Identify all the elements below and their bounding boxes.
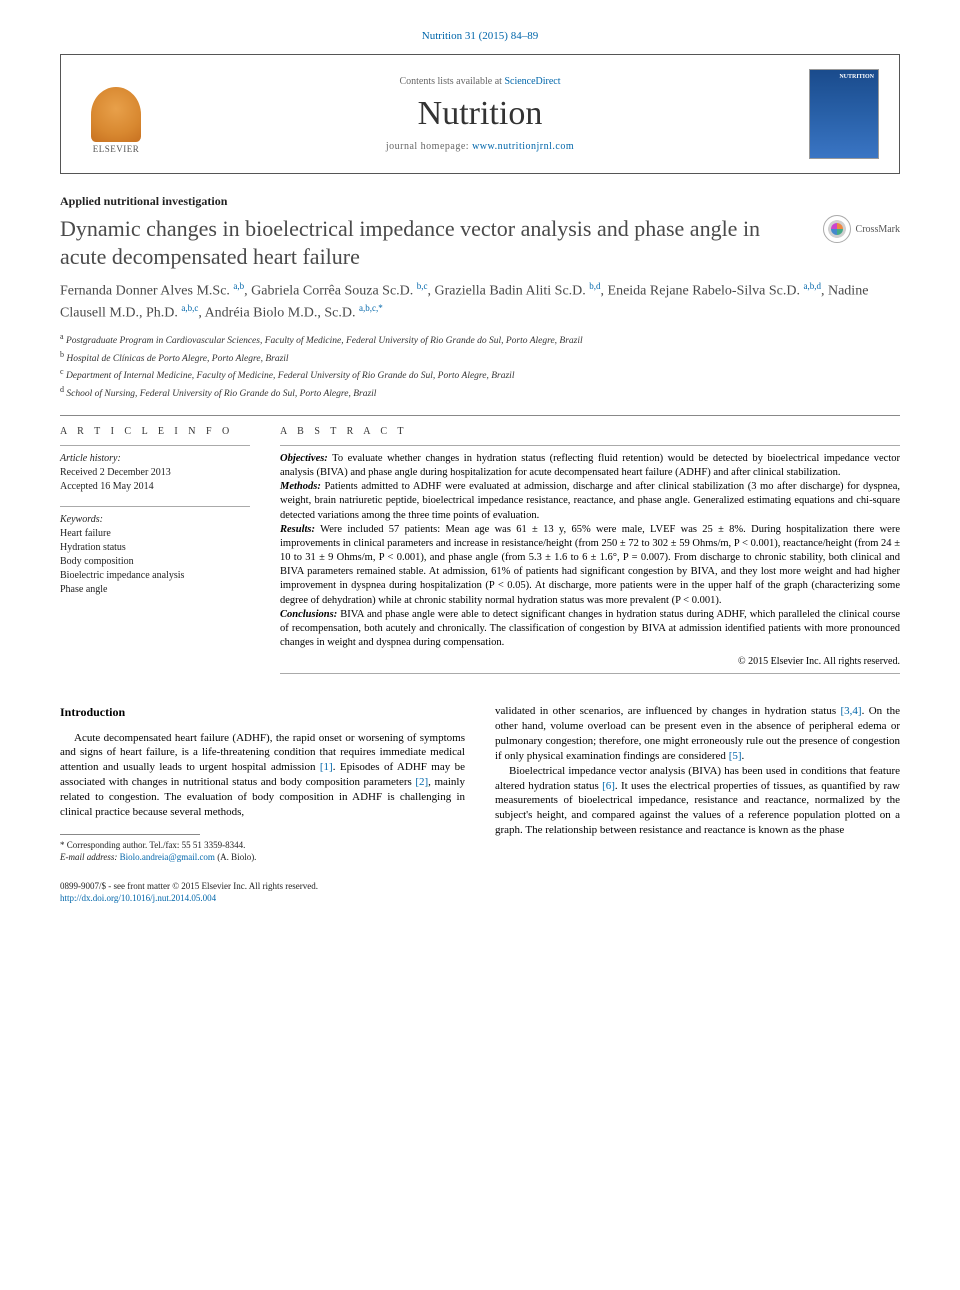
email-suffix: (A. Biolo). (215, 852, 257, 862)
info-rule (60, 445, 250, 446)
affiliation-item: c Department of Internal Medicine, Facul… (60, 366, 900, 383)
ref-link[interactable]: [5] (729, 750, 742, 762)
keywords-block: Keywords: Heart failureHydration statusB… (60, 513, 250, 597)
abstract-copyright: © 2015 Elsevier Inc. All rights reserved… (280, 656, 900, 667)
abstract-heading: A B S T R A C T (280, 426, 900, 437)
conclusions-label: Conclusions: (280, 609, 337, 620)
top-divider (60, 415, 900, 416)
journal-cover-thumbnail: NUTRITION (809, 69, 879, 159)
conclusions-text: BIVA and phase angle were able to detect… (280, 609, 900, 648)
journal-homepage-link[interactable]: www.nutritionjrnl.com (472, 141, 574, 152)
affiliations-list: a Postgraduate Program in Cardiovascular… (60, 331, 900, 401)
abstract-bottom-rule (280, 673, 900, 674)
article-info-sidebar: A R T I C L E I N F O Article history: R… (60, 426, 250, 674)
article-title: Dynamic changes in bioelectrical impedan… (60, 215, 803, 270)
abstract-body: Objectives: To evaluate whether changes … (280, 452, 900, 650)
header-citation: Nutrition 31 (2015) 84–89 (60, 30, 900, 42)
introduction-heading: Introduction (60, 704, 465, 720)
accepted-date: Accepted 16 May 2014 (60, 480, 250, 494)
introduction-section: Introduction Acute decompensated heart f… (60, 704, 900, 863)
abstract-section: A B S T R A C T Objectives: To evaluate … (280, 426, 900, 674)
journal-header-box: ELSEVIER Contents lists available at Sci… (60, 54, 900, 174)
abstract-rule (280, 445, 900, 446)
received-date: Received 2 December 2013 (60, 466, 250, 480)
info-rule-2 (60, 506, 250, 507)
elsevier-logo: ELSEVIER (81, 74, 151, 154)
page-footer: 0899-9007/$ - see front matter © 2015 El… (60, 880, 900, 905)
history-label: Article history: (60, 452, 250, 466)
keyword-item: Hydration status (60, 541, 250, 555)
email-label: E-mail address: (60, 852, 120, 862)
intro-paragraph-1: Acute decompensated heart failure (ADHF)… (60, 731, 465, 820)
journal-cover-title: NUTRITION (839, 74, 874, 80)
crossmark-icon (823, 215, 851, 243)
doi-link[interactable]: http://dx.doi.org/10.1016/j.nut.2014.05.… (60, 893, 216, 903)
journal-title: Nutrition (151, 95, 809, 133)
authors-list: Fernanda Donner Alves M.Sc. a,b, Gabriel… (60, 280, 900, 323)
methods-label: Methods: (280, 481, 321, 492)
results-label: Results: (280, 524, 315, 535)
corresponding-author-note: * Corresponding author. Tel./fax: 55 51 … (60, 839, 465, 852)
article-info-heading: A R T I C L E I N F O (60, 426, 250, 437)
objectives-label: Objectives: (280, 453, 328, 464)
article-history-block: Article history: Received 2 December 201… (60, 452, 250, 494)
affiliation-item: d School of Nursing, Federal University … (60, 384, 900, 401)
footnote-separator (60, 834, 200, 835)
crossmark-badge[interactable]: CrossMark (823, 215, 900, 243)
elsevier-text: ELSEVIER (93, 144, 140, 154)
footnotes-block: * Corresponding author. Tel./fax: 55 51 … (60, 839, 465, 864)
keyword-item: Body composition (60, 555, 250, 569)
email-line: E-mail address: Biolo.andreia@gmail.com … (60, 851, 465, 864)
homepage-prefix: journal homepage: (386, 141, 472, 152)
journal-homepage-line: journal homepage: www.nutritionjrnl.com (151, 141, 809, 152)
ref-link[interactable]: [2] (415, 776, 428, 788)
elsevier-tree-icon (91, 87, 141, 142)
contents-available-line: Contents lists available at ScienceDirec… (151, 76, 809, 87)
keyword-item: Bioelectric impedance analysis (60, 569, 250, 583)
corresponding-email-link[interactable]: Biolo.andreia@gmail.com (120, 852, 215, 862)
ref-link[interactable]: [6] (602, 780, 615, 792)
keywords-label: Keywords: (60, 513, 250, 527)
article-type: Applied nutritional investigation (60, 194, 900, 209)
issn-line: 0899-9007/$ - see front matter © 2015 El… (60, 880, 900, 893)
objectives-text: To evaluate whether changes in hydration… (280, 453, 900, 478)
keyword-item: Phase angle (60, 583, 250, 597)
crossmark-label: CrossMark (856, 224, 900, 235)
keyword-item: Heart failure (60, 527, 250, 541)
affiliation-item: b Hospital de Clínicas de Porto Alegre, … (60, 349, 900, 366)
intro-paragraph-2: validated in other scenarios, are influe… (495, 704, 900, 763)
intro-paragraph-3: Bioelectrical impedance vector analysis … (495, 764, 900, 838)
results-text: Were included 57 patients: Mean age was … (280, 524, 900, 606)
ref-link[interactable]: [3,4] (841, 705, 862, 717)
affiliation-item: a Postgraduate Program in Cardiovascular… (60, 331, 900, 348)
sciencedirect-link[interactable]: ScienceDirect (504, 76, 560, 87)
methods-text: Patients admitted to ADHF were evaluated… (280, 481, 900, 520)
contents-prefix: Contents lists available at (399, 76, 504, 87)
ref-link[interactable]: [1] (320, 761, 333, 773)
